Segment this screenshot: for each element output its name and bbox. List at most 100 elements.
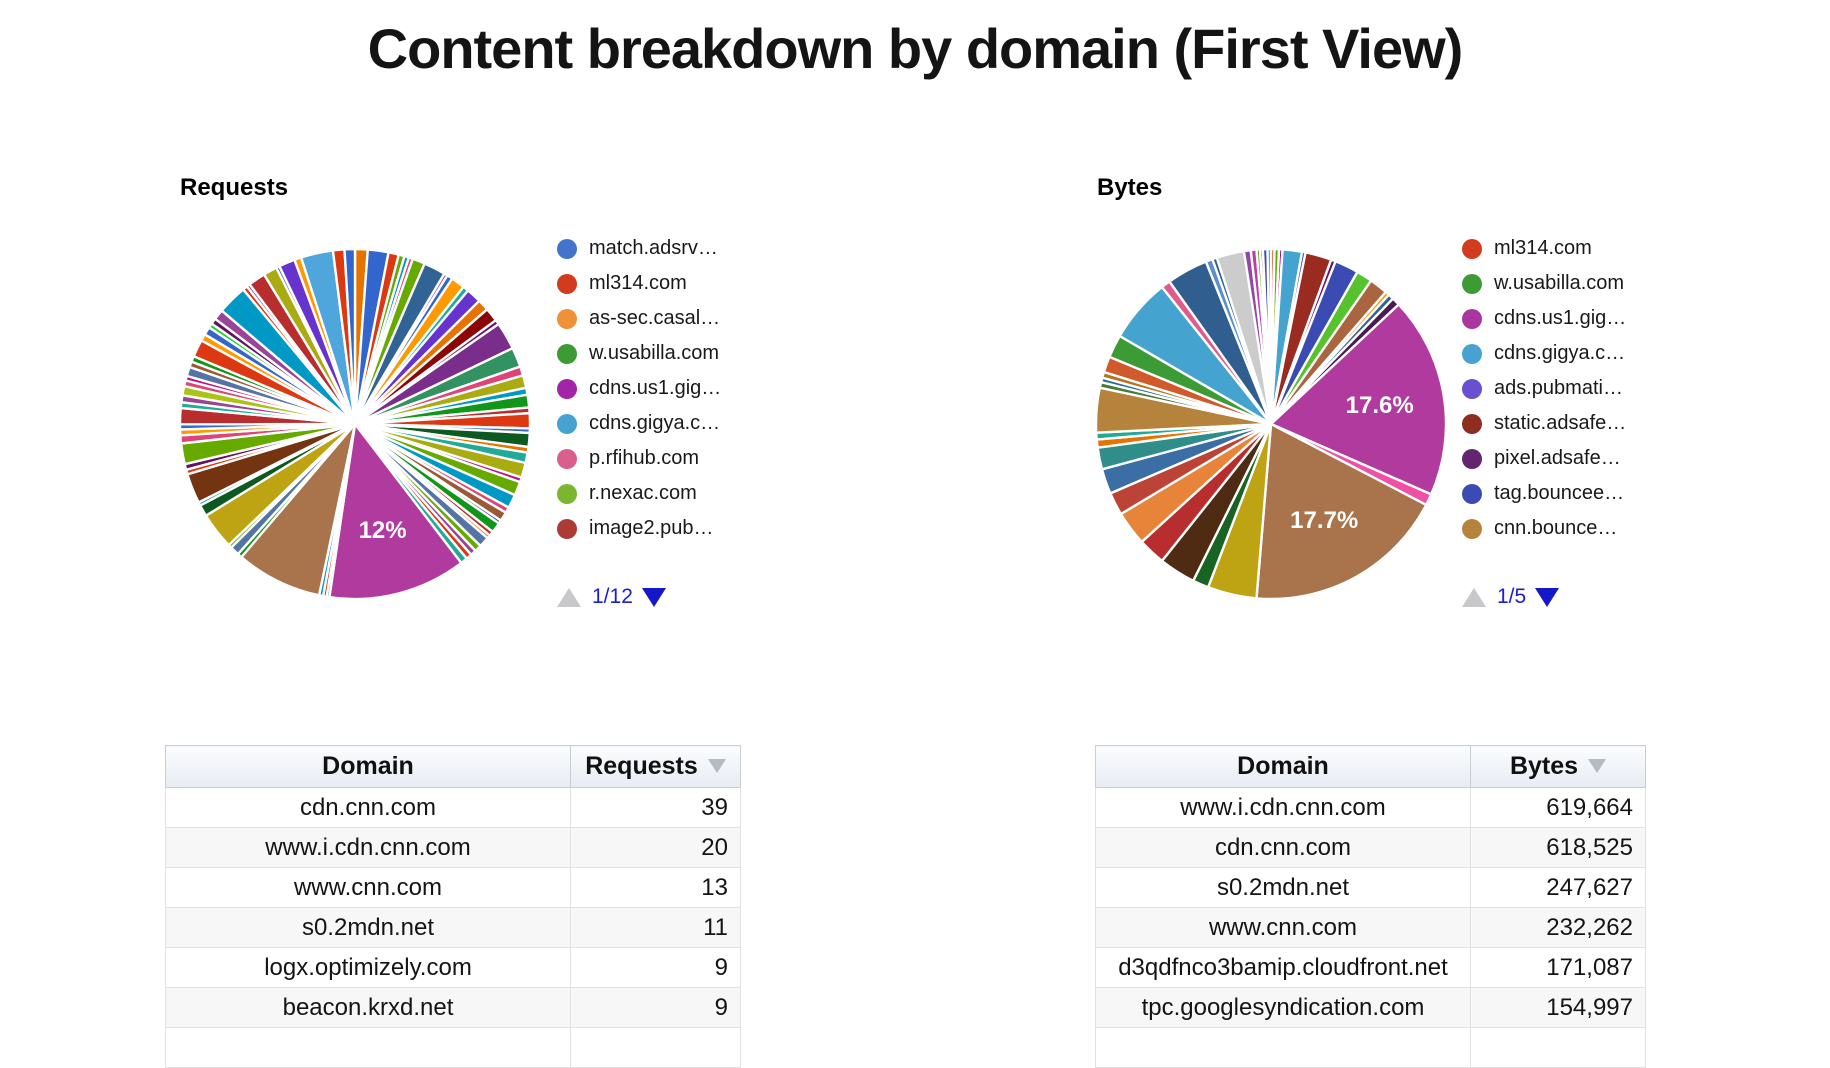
column-header-domain[interactable]: Domain: [1095, 745, 1471, 788]
domain-cell: www.i.cdn.cnn.com: [1095, 787, 1471, 828]
table-row: [1095, 1027, 1646, 1068]
legend-dot-icon: [1462, 273, 1482, 294]
domain-cell: [165, 1027, 571, 1068]
legend-item-label: cdns.gigya.c…: [1494, 342, 1626, 364]
legend-item[interactable]: ads.pubmati…: [1462, 371, 1626, 406]
pie-percent-label: 12%: [359, 517, 407, 544]
legend-item-label: ml314.com: [1494, 237, 1592, 259]
value-cell: 171,087: [1470, 947, 1646, 988]
value-cell: 20: [570, 827, 741, 868]
legend-item[interactable]: ml314.com: [1462, 231, 1626, 266]
column-header-domain[interactable]: Domain: [165, 745, 571, 788]
legend-item[interactable]: image2.pub…: [557, 511, 721, 546]
legend-item[interactable]: tag.bouncee…: [1462, 476, 1626, 511]
legend-item-label: ml314.com: [589, 272, 687, 294]
legend-item[interactable]: w.usabilla.com: [557, 336, 721, 371]
legend-item-label: pixel.adsafe…: [1494, 447, 1621, 469]
legend-dot-icon: [557, 413, 577, 434]
pie-percent-label: 17.6%: [1346, 392, 1414, 419]
legend-item-label: p.rfihub.com: [589, 447, 700, 469]
bytes-legend: ml314.com w.usabilla.com cdns.us1.gig… cdns…: [1462, 231, 1626, 546]
legend-dot-icon: [557, 273, 577, 294]
table-row: s0.2mdn.net 11: [165, 907, 741, 948]
legend-dot-icon: [1462, 343, 1482, 364]
legend-page-up-button[interactable]: [557, 587, 581, 607]
value-cell: 39: [570, 787, 741, 828]
domain-cell: tpc.googlesyndication.com: [1095, 987, 1471, 1028]
table-row: cdn.cnn.com 39: [165, 787, 741, 828]
column-header-requests[interactable]: Requests: [570, 745, 741, 788]
value-cell: 154,997: [1470, 987, 1646, 1028]
table-row: www.i.cdn.cnn.com 619,664: [1095, 787, 1646, 828]
legend-page-down-button[interactable]: [641, 587, 666, 607]
domain-cell: s0.2mdn.net: [1095, 867, 1471, 908]
sort-desc-icon: [1588, 759, 1607, 773]
requests-table: Domain Requests cdn.cnn.com 39 www.i.cdn.cnn…: [165, 745, 741, 1068]
legend-item-label: as-sec.casal…: [589, 307, 721, 329]
legend-item[interactable]: pixel.adsafe…: [1462, 441, 1626, 476]
table-row: beacon.krxd.net 9: [165, 987, 741, 1028]
pie-slice[interactable]: [1268, 302, 1448, 496]
legend-item[interactable]: cdns.us1.gig…: [557, 371, 721, 406]
legend-item[interactable]: p.rfihub.com: [557, 441, 721, 476]
value-cell: [570, 1027, 741, 1068]
value-cell: 11: [570, 907, 741, 948]
legend-dot-icon: [1462, 483, 1482, 504]
legend-item-label: w.usabilla.com: [589, 342, 720, 364]
column-header-bytes[interactable]: Bytes: [1470, 745, 1646, 788]
legend-page-up-button[interactable]: [1462, 587, 1486, 607]
legend-item[interactable]: cdns.us1.gig…: [1462, 301, 1626, 336]
legend-dot-icon: [557, 448, 577, 469]
bytes-table: Domain Bytes www.i.cdn.cnn.com 619,664 cdn.c…: [1095, 745, 1646, 1068]
legend-item[interactable]: cdns.gigya.c…: [1462, 336, 1626, 371]
legend-item-label: ads.pubmati…: [1494, 377, 1623, 399]
table-row: www.cnn.com 13: [165, 867, 741, 908]
table-row: [165, 1027, 741, 1068]
requests-legend-pagination: 1/12: [557, 585, 666, 609]
value-cell: 13: [570, 867, 741, 908]
value-cell: 9: [570, 947, 741, 988]
legend-page-indicator: 1/5: [1497, 585, 1527, 608]
domain-cell: logx.optimizely.com: [165, 947, 571, 988]
legend-item-label: cdns.gigya.c…: [589, 412, 721, 434]
legend-dot-icon: [557, 308, 577, 329]
requests-pie-chart: 12%: [178, 247, 532, 601]
legend-item[interactable]: static.adsafe…: [1462, 406, 1626, 441]
table-row: www.i.cdn.cnn.com 20: [165, 827, 741, 868]
bytes-legend-pagination: 1/5: [1462, 585, 1560, 609]
domain-cell: cdn.cnn.com: [165, 787, 571, 828]
legend-item[interactable]: as-sec.casal…: [557, 301, 721, 336]
pie-slice[interactable]: [1255, 422, 1428, 601]
legend-item-label: cdns.us1.gig…: [1494, 307, 1627, 329]
legend-item[interactable]: ml314.com: [557, 266, 721, 301]
pie-percent-label: 17.7%: [1290, 507, 1358, 534]
legend-page-down-button[interactable]: [1535, 587, 1560, 607]
legend-page-indicator: 1/12: [592, 585, 633, 608]
legend-item-label: cdns.us1.gig…: [589, 377, 722, 399]
legend-dot-icon: [1462, 518, 1482, 539]
pie-slice[interactable]: [328, 421, 463, 601]
domain-cell: www.cnn.com: [1095, 907, 1471, 948]
legend-item[interactable]: cdns.gigya.c…: [557, 406, 721, 441]
legend-dot-icon: [1462, 378, 1482, 399]
table-row: cdn.cnn.com 618,525: [1095, 827, 1646, 868]
table-row: logx.optimizely.com 9: [165, 947, 741, 988]
pie-slice[interactable]: [1266, 247, 1273, 425]
legend-item[interactable]: match.adsrv…: [557, 231, 721, 266]
legend-dot-icon: [1462, 308, 1482, 329]
value-cell: 247,627: [1470, 867, 1646, 908]
legend-item[interactable]: w.usabilla.com: [1462, 266, 1626, 301]
bytes-pie-chart: 17.6% 17.7%: [1094, 247, 1448, 601]
pie-slice[interactable]: [343, 247, 357, 425]
sort-desc-icon: [707, 759, 726, 773]
legend-dot-icon: [557, 343, 577, 364]
domain-cell: s0.2mdn.net: [165, 907, 571, 948]
legend-dot-icon: [557, 483, 577, 504]
bytes-chart-title: Bytes: [1097, 174, 1163, 201]
legend-item[interactable]: r.nexac.com: [557, 476, 721, 511]
value-cell: [1470, 1027, 1646, 1068]
domain-cell: cdn.cnn.com: [1095, 827, 1471, 868]
legend-item-label: static.adsafe…: [1494, 412, 1627, 434]
legend-item[interactable]: cnn.bounce…: [1462, 511, 1626, 546]
domain-cell: beacon.krxd.net: [165, 987, 571, 1028]
